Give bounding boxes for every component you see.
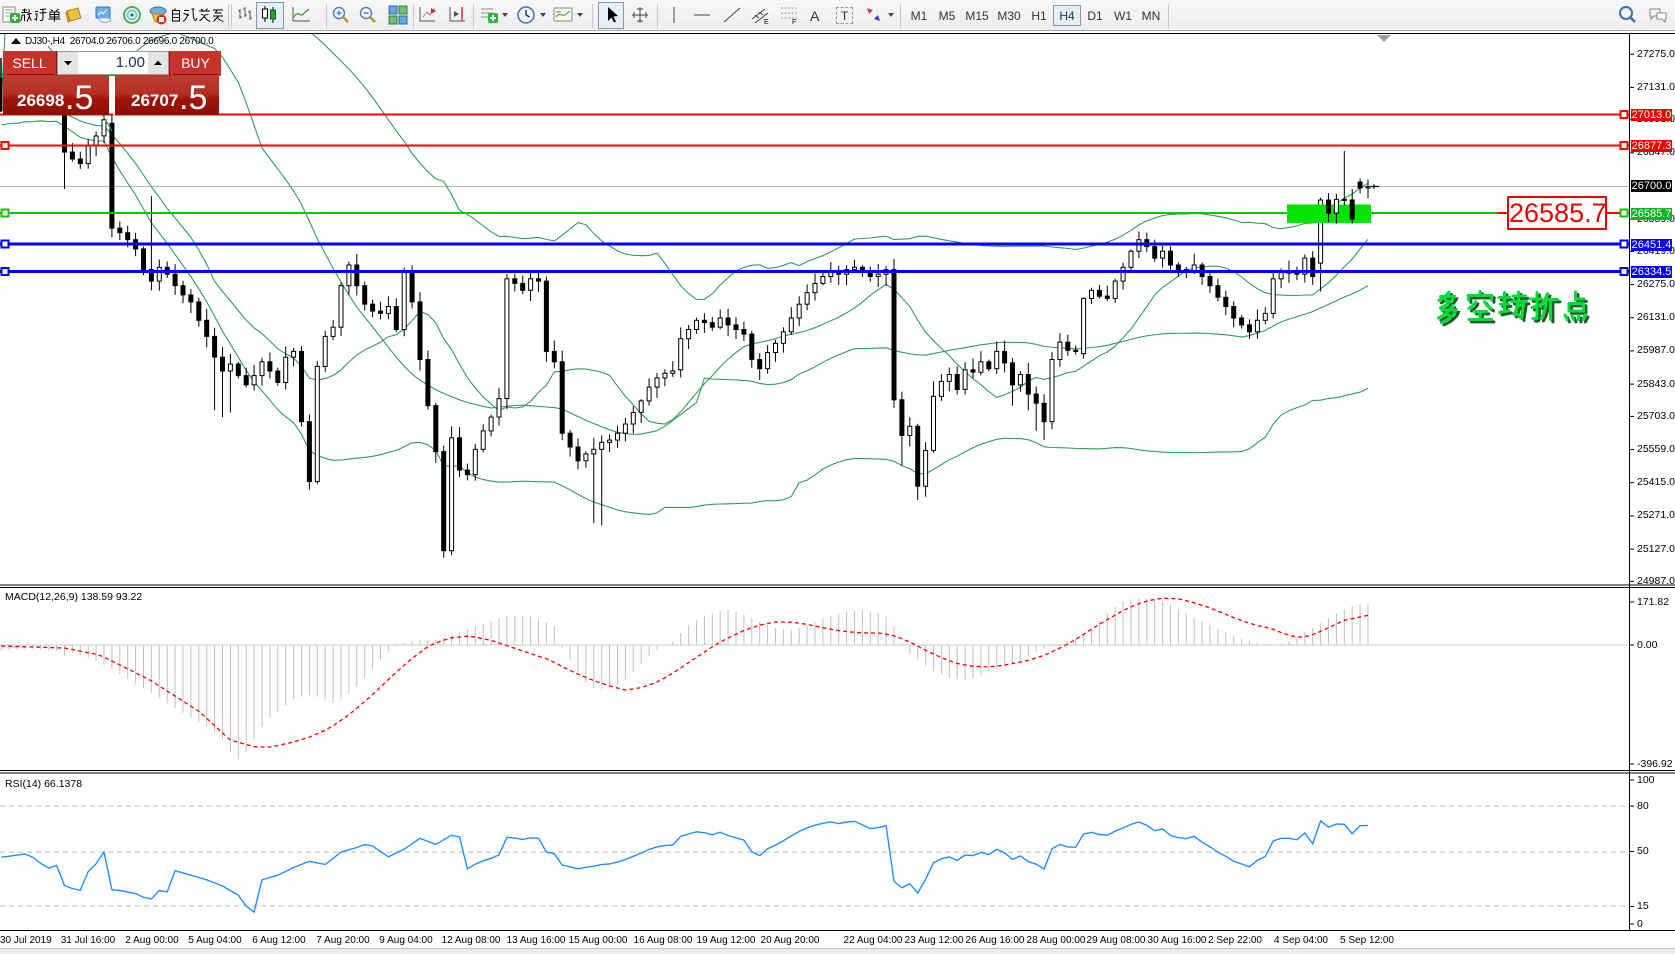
svg-text:F: F (792, 19, 796, 25)
svg-text:E: E (764, 19, 769, 25)
